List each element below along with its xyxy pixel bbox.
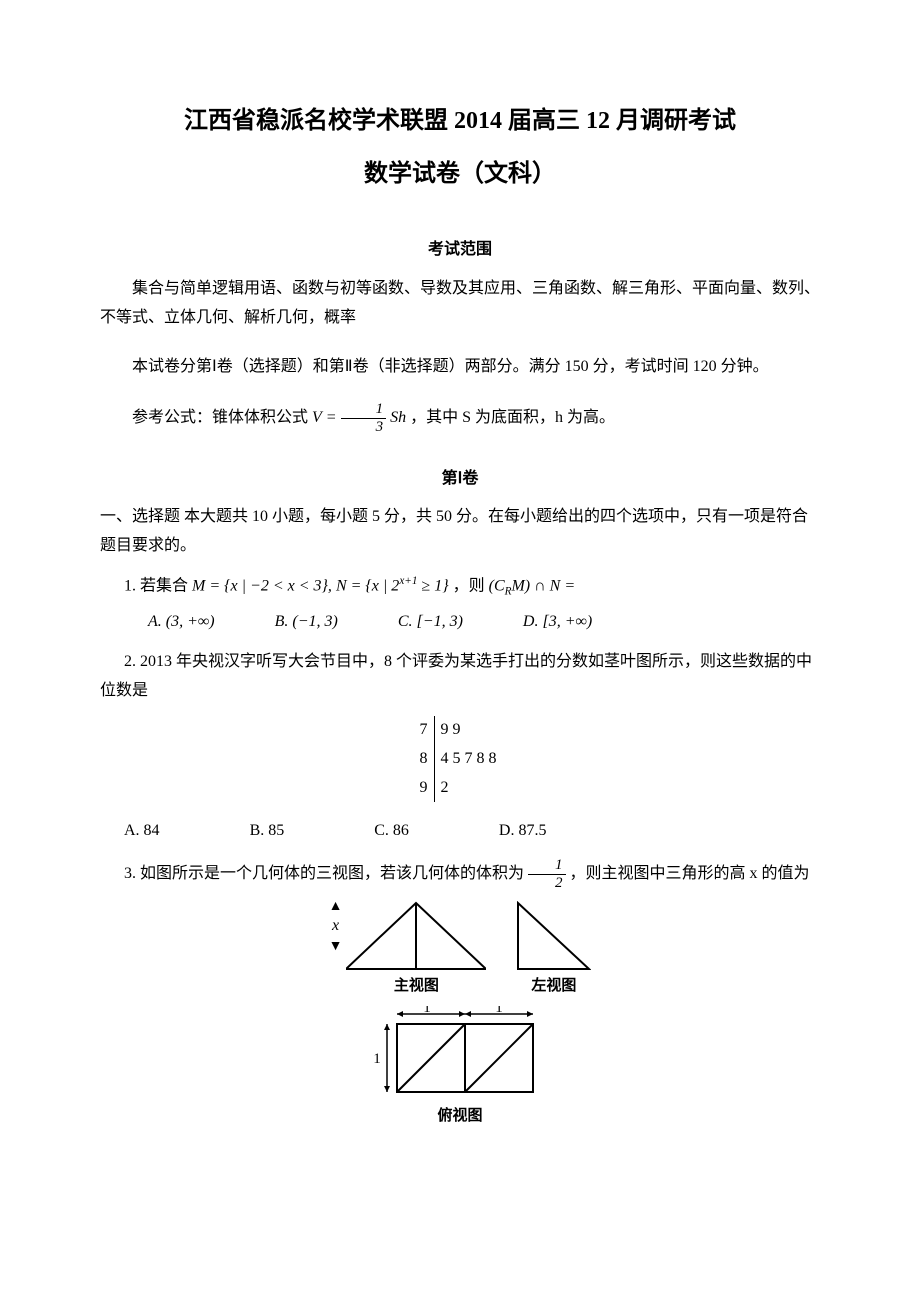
title-sub: 数学试卷（文科） [100, 153, 820, 196]
q3-frac-num: 1 [528, 858, 566, 875]
q3-prefix: 3. 如图所示是一个几何体的三视图，若该几何体的体积为 [124, 865, 528, 882]
formula-V: V [312, 409, 322, 426]
question-2: 2. 2013 年央视汉字听写大会节目中，8 个评委为某选手打出的分数如茎叶图所… [100, 648, 820, 846]
left-view: 左视图 [516, 901, 591, 1000]
question-3: 3. 如图所示是一个几何体的三视图，若该几何体的体积为 1 2 ，则主视图中三角… [100, 858, 820, 1130]
formula-eq: = [326, 409, 341, 426]
question-1: 1. 若集合 M = {x | −2 < x < 3}, N = {x | 2x… [100, 571, 820, 636]
stemleaf-leaf: 45788 [434, 745, 507, 774]
left-view-svg [516, 901, 591, 971]
stemleaf-row: 9 2 [414, 774, 507, 803]
arrow-down-icon: ▼ [329, 941, 343, 952]
x-dimension: ▲ x ▼ [329, 901, 343, 952]
q1-then: ，则 [453, 577, 489, 594]
q1-text: 1. 若集合 M = {x | −2 < x < 3}, N = {x | 2x… [100, 571, 820, 602]
stemleaf-row: 7 99 [414, 716, 507, 745]
part1-instructions: 一、选择题 本大题共 10 小题，每小题 5 分，共 50 分。在每小题给出的四… [100, 503, 820, 561]
stemleaf-stem: 9 [414, 774, 435, 803]
title-main: 江西省稳派名校学术联盟 2014 届高三 12 月调研考试 [100, 100, 820, 143]
formula-suffix: ，其中 S 为底面积，h 为高。 [410, 409, 615, 426]
formula-fraction: 1 3 [341, 402, 387, 435]
formula-frac-num: 1 [341, 402, 387, 419]
top-view-svg: 1 1 1 [365, 1006, 555, 1101]
q1-option-D: D. [3, +∞) [523, 608, 592, 637]
q2-options: A. 84 B. 85 C. 86 D. 87.5 [100, 817, 820, 846]
formula-Sh: Sh [390, 409, 406, 426]
main-view-wrap: ▲ x ▼ 主视图 [329, 901, 487, 1000]
top-view: 1 1 1 俯视图 [365, 1006, 555, 1130]
scope-text: 集合与简单逻辑用语、函数与初等函数、导数及其应用、三角函数、解三角形、平面向量、… [100, 275, 820, 333]
q3-frac-den: 2 [528, 875, 566, 891]
stemleaf-stem: 7 [414, 716, 435, 745]
q2-option-A: A. 84 [124, 817, 160, 846]
q2-text: 2. 2013 年央视汉字听写大会节目中，8 个评委为某选手打出的分数如茎叶图所… [100, 648, 820, 706]
stemleaf-stem: 8 [414, 745, 435, 774]
exam-info: 本试卷分第Ⅰ卷（选择题）和第Ⅱ卷（非选择题）两部分。满分 150 分，考试时间 … [100, 353, 820, 382]
scope-heading: 考试范围 [100, 236, 820, 265]
top-view-label: 俯视图 [437, 1103, 482, 1130]
q1-setN-post: ≥ 1} [417, 577, 448, 594]
q1-option-A: A. (3, +∞) [148, 608, 215, 637]
main-view-label: 主视图 [394, 973, 439, 1000]
q3-text: 3. 如图所示是一个几何体的三视图，若该几何体的体积为 1 2 ，则主视图中三角… [100, 858, 820, 891]
formula-reference: 参考公式：锥体体积公式 V = 1 3 Sh ，其中 S 为底面积，h 为高。 [100, 402, 820, 435]
q1-expr-pre: (C [489, 577, 505, 594]
q2-option-C: C. 86 [374, 817, 409, 846]
q3-three-views: ▲ x ▼ 主视图 左视图 [100, 901, 820, 1130]
formula-frac-den: 3 [341, 419, 387, 435]
stemleaf-leaf: 99 [434, 716, 507, 745]
q1-options: A. (3, +∞) B. (−1, 3) C. [−1, 3) D. [3, … [100, 608, 820, 637]
q1-setN-sup: x+1 [399, 575, 417, 587]
left-view-label: 左视图 [531, 973, 576, 1000]
q2-stemleaf: 7 99 8 45788 9 2 [100, 716, 820, 802]
stemleaf-row: 8 45788 [414, 745, 507, 774]
main-view-svg [346, 901, 486, 971]
q2-option-B: B. 85 [250, 817, 285, 846]
q1-setM: M = {x | −2 < x < 3}, [192, 577, 332, 594]
dim-1a: 1 [423, 1006, 431, 1016]
arrow-up-icon: ▲ [329, 901, 343, 912]
q3-fraction: 1 2 [528, 858, 566, 891]
dim-1b: 1 [495, 1006, 503, 1016]
q1-option-B: B. (−1, 3) [275, 608, 338, 637]
dim-1c: 1 [373, 1051, 381, 1067]
q1-option-C: C. [−1, 3) [398, 608, 463, 637]
q1-setN-pre: N = {x | 2 [336, 577, 399, 594]
stemleaf-leaf: 2 [434, 774, 507, 803]
dim-x-label: x [332, 912, 339, 941]
q2-option-D: D. 87.5 [499, 817, 547, 846]
formula-prefix: 参考公式：锥体体积公式 [132, 409, 312, 426]
part1-heading: 第Ⅰ卷 [100, 465, 820, 494]
q3-suffix: ，则主视图中三角形的高 x 的值为 [570, 865, 810, 882]
q1-prefix: 1. 若集合 [124, 577, 192, 594]
q1-expr-post: M) ∩ N = [511, 577, 575, 594]
